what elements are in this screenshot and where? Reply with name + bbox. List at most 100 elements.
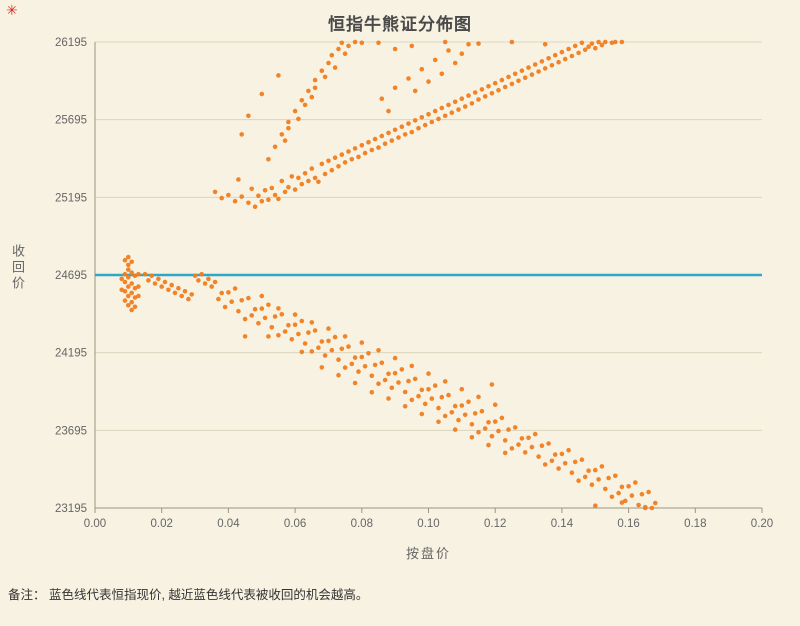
data-point [289, 337, 295, 342]
data-point [332, 65, 338, 70]
y-axis-title: 收回价 [10, 244, 25, 292]
data-point [312, 328, 318, 333]
data-point [246, 295, 251, 301]
data-point [452, 403, 458, 409]
data-point [436, 116, 441, 122]
data-point [369, 147, 375, 153]
data-point [239, 298, 244, 303]
data-point [476, 394, 481, 400]
data-point [319, 365, 325, 370]
data-point [379, 360, 385, 366]
data-point [416, 125, 421, 131]
data-point [376, 40, 381, 46]
x-tick-label: 0.12 [484, 518, 506, 530]
data-point [179, 293, 184, 299]
data-point [352, 355, 358, 360]
data-point [576, 50, 581, 56]
data-point [272, 314, 278, 319]
data-point [219, 290, 224, 296]
data-point [259, 198, 265, 204]
data-point [359, 354, 365, 360]
data-point [426, 387, 431, 392]
data-point [536, 69, 541, 74]
data-point [129, 290, 134, 296]
data-point [152, 281, 158, 286]
data-point [459, 403, 465, 408]
data-point [342, 160, 348, 165]
data-point [542, 462, 548, 467]
data-point [589, 41, 595, 46]
data-point [566, 447, 571, 453]
data-point [469, 435, 475, 440]
data-point [492, 402, 498, 408]
data-point [386, 371, 391, 377]
y-tick-label: 24695 [55, 270, 87, 282]
data-point [359, 143, 365, 148]
data-point [356, 369, 361, 374]
data-point [286, 323, 291, 328]
data-point [249, 313, 254, 318]
data-point [653, 500, 658, 506]
data-point [496, 428, 501, 434]
data-point [593, 45, 598, 51]
data-point [266, 197, 271, 202]
data-point [339, 346, 345, 352]
data-point [532, 62, 538, 67]
data-point [129, 259, 134, 265]
data-point [629, 493, 635, 498]
data-point [419, 66, 425, 72]
data-point [236, 308, 241, 314]
data-point [239, 194, 244, 199]
data-point [272, 192, 278, 198]
data-point [426, 111, 431, 117]
data-point [126, 303, 131, 308]
data-point [319, 161, 325, 167]
data-point [502, 84, 508, 90]
data-point [552, 452, 558, 457]
data-point [452, 427, 458, 432]
data-point [122, 279, 128, 285]
data-point [269, 325, 275, 330]
data-point [432, 57, 438, 63]
data-point [539, 59, 545, 64]
data-point [546, 441, 551, 446]
data-point [479, 408, 485, 414]
data-point [339, 152, 345, 157]
data-point [129, 299, 134, 305]
data-point [259, 293, 265, 299]
data-point [236, 177, 241, 182]
data-point [599, 464, 605, 469]
data-point [226, 290, 231, 295]
data-point [542, 66, 548, 71]
data-point [346, 149, 351, 154]
data-point [316, 179, 321, 185]
data-point [432, 383, 438, 388]
data-point [279, 132, 285, 137]
data-point [119, 287, 124, 293]
data-point [549, 63, 555, 68]
data-point [489, 382, 495, 387]
data-point [276, 73, 281, 78]
data-point [572, 459, 578, 465]
data-point [489, 91, 495, 96]
data-point [406, 121, 411, 126]
data-point [362, 364, 368, 369]
data-point [352, 380, 358, 386]
data-point [452, 60, 458, 66]
data-point [146, 278, 151, 283]
data-point [299, 318, 305, 324]
data-point [509, 81, 515, 87]
data-point [276, 333, 281, 338]
data-point [222, 304, 228, 310]
data-point [566, 46, 571, 52]
data-point [276, 196, 281, 202]
data-point [356, 154, 361, 160]
data-point [586, 44, 591, 49]
data-point [202, 281, 208, 286]
data-point [136, 293, 141, 299]
data-point [262, 188, 268, 193]
data-point [469, 422, 475, 427]
data-point [302, 102, 308, 108]
data-point [466, 399, 471, 405]
data-point [352, 146, 358, 151]
